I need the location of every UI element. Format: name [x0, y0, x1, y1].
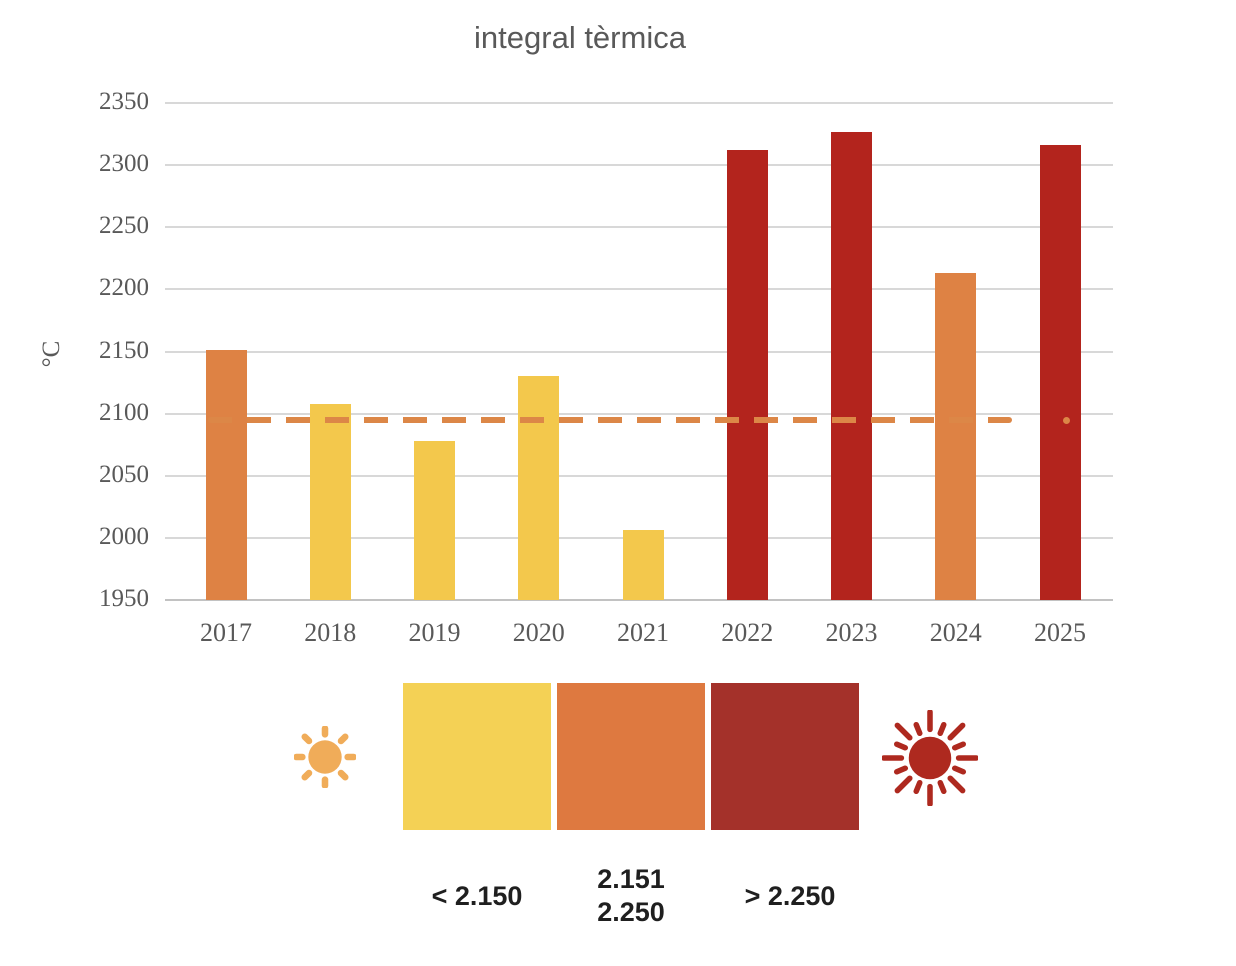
sun-intense-icon — [882, 710, 978, 806]
legend-label-mid-line1: 2.151 — [597, 864, 665, 894]
reference-line-dot — [1063, 416, 1070, 424]
gridline-2200 — [165, 288, 1113, 291]
reference-line — [208, 416, 1012, 423]
xlabel-2020: 2020 — [512, 618, 565, 647]
bar-2017 — [205, 350, 247, 600]
gridline-2100 — [165, 412, 1113, 415]
bar-2025 — [1039, 145, 1081, 600]
ytick-2050: 2050 — [99, 460, 149, 488]
xlabel-2023: 2023 — [825, 618, 878, 647]
ytick-2100: 2100 — [99, 398, 149, 426]
gridline-2050 — [165, 474, 1113, 477]
gridline-2350 — [165, 102, 1113, 104]
legend-swatch-high — [711, 683, 859, 830]
xlabel-2018: 2018 — [304, 618, 357, 647]
legend-swatch-low — [403, 683, 551, 830]
ytick-2250: 2250 — [99, 212, 149, 240]
ytick-2200: 2200 — [99, 274, 149, 302]
xlabel-2017: 2017 — [200, 618, 252, 647]
xlabel-2024: 2024 — [929, 618, 982, 647]
gridline-2250 — [165, 226, 1113, 229]
gridline-1950 — [165, 599, 1113, 601]
legend-label-mid: 2.151 2.250 — [555, 863, 707, 929]
xlabel-2025: 2025 — [1034, 618, 1086, 647]
legend-label-high: > 2.250 — [744, 881, 836, 911]
chart-title: integral tèrmica — [474, 20, 686, 55]
ytick-1950: 1950 — [99, 585, 149, 612]
legend-label-mid-line2: 2.250 — [597, 897, 665, 927]
gridline-2300 — [165, 164, 1113, 167]
xlabel-2022: 2022 — [721, 618, 774, 647]
ytick-2350: 2350 — [99, 88, 149, 115]
ytick-2000: 2000 — [99, 522, 149, 550]
bar-2024 — [935, 273, 977, 600]
bar-2022 — [726, 150, 768, 600]
xlabel-2019: 2019 — [408, 618, 461, 647]
legend-swatch-mid — [557, 683, 705, 830]
bar-2020 — [518, 376, 560, 600]
legend-label-low: < 2.150 — [431, 881, 523, 911]
bar-2019 — [414, 440, 455, 600]
ytick-2300: 2300 — [99, 150, 149, 178]
bar-2023 — [831, 131, 872, 600]
xlabel-2021: 2021 — [617, 618, 669, 647]
sun-mild-icon — [294, 726, 356, 788]
bar-2021 — [622, 530, 664, 600]
gridline-2150 — [165, 350, 1113, 353]
ytick-2150: 2150 — [99, 336, 149, 364]
bar-2018 — [309, 403, 351, 600]
